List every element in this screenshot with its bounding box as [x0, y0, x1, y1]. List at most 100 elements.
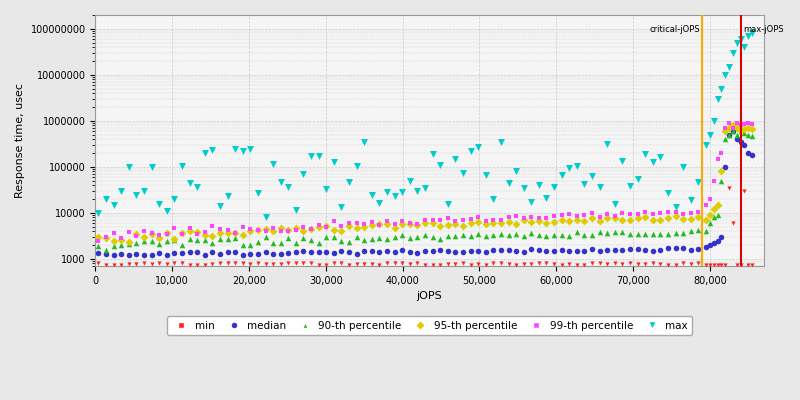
Point	[107, 252, 120, 259]
Point	[183, 225, 196, 231]
Point	[570, 229, 583, 236]
Point	[555, 212, 568, 218]
Point	[92, 234, 105, 241]
Point	[107, 238, 120, 244]
Point	[494, 217, 507, 223]
Point	[518, 249, 530, 255]
Point	[434, 262, 446, 268]
Point	[366, 191, 378, 198]
Point	[297, 235, 310, 241]
Point	[168, 250, 181, 256]
Point	[563, 260, 576, 267]
Point	[373, 235, 386, 241]
Point	[654, 231, 666, 238]
Point	[533, 182, 546, 188]
Point	[236, 232, 249, 238]
Point	[138, 188, 150, 194]
Point	[266, 225, 279, 232]
Point	[533, 246, 546, 253]
Point	[274, 239, 287, 246]
Point	[711, 202, 724, 208]
Point	[146, 164, 158, 170]
Point	[442, 215, 454, 221]
Point	[646, 211, 659, 217]
Point	[570, 262, 583, 268]
Point	[623, 183, 636, 190]
Point	[518, 261, 530, 267]
Point	[373, 248, 386, 255]
Point	[700, 244, 713, 250]
Point	[198, 237, 211, 244]
Point	[746, 30, 758, 36]
Point	[130, 231, 143, 237]
Point	[734, 128, 747, 134]
Point	[373, 222, 386, 228]
Point	[494, 139, 507, 145]
Point	[631, 215, 644, 221]
Point	[623, 230, 636, 237]
Point	[122, 260, 135, 267]
Point	[100, 261, 113, 268]
Point	[578, 262, 591, 268]
Point	[746, 132, 758, 139]
Point	[442, 248, 454, 255]
Point	[586, 246, 598, 252]
Point	[418, 185, 431, 192]
Point	[388, 225, 401, 231]
Point	[115, 250, 128, 257]
Point	[335, 260, 348, 266]
Point	[730, 125, 743, 131]
Point	[381, 236, 394, 242]
Point	[707, 240, 720, 246]
Point	[426, 217, 439, 223]
Point	[703, 212, 716, 218]
Point	[533, 218, 546, 224]
Point	[183, 236, 196, 242]
Point	[214, 226, 226, 233]
Point	[738, 188, 751, 194]
Point	[464, 220, 477, 226]
Point	[464, 262, 477, 268]
Point	[540, 215, 553, 222]
Point	[305, 226, 318, 232]
Point	[638, 230, 651, 237]
Point	[494, 247, 507, 253]
Point	[711, 237, 724, 244]
Point	[586, 172, 598, 179]
Point	[726, 220, 739, 226]
Point	[555, 232, 568, 238]
Point	[703, 132, 716, 138]
Point	[669, 213, 682, 220]
Point	[282, 260, 294, 266]
X-axis label: jOPS: jOPS	[417, 291, 442, 301]
Point	[742, 150, 754, 156]
Point	[161, 238, 174, 244]
Point	[540, 194, 553, 201]
Point	[388, 234, 401, 240]
Point	[244, 242, 257, 248]
Point	[175, 250, 188, 256]
Point	[342, 179, 355, 186]
Point	[320, 234, 333, 240]
Point	[403, 221, 416, 228]
Point	[601, 246, 614, 253]
Point	[742, 132, 754, 138]
Point	[692, 226, 705, 233]
Point	[236, 252, 249, 258]
Point	[115, 235, 128, 241]
Point	[548, 232, 561, 238]
Point	[266, 228, 279, 235]
Point	[510, 220, 522, 227]
Point	[146, 230, 158, 236]
Point	[479, 218, 492, 224]
Point	[434, 247, 446, 253]
Point	[214, 203, 226, 209]
Point	[161, 231, 174, 238]
Point	[487, 217, 500, 224]
Point	[707, 262, 720, 268]
Point	[146, 231, 158, 237]
Point	[742, 120, 754, 126]
Point	[726, 125, 739, 131]
Point	[623, 216, 636, 223]
Point	[229, 249, 242, 255]
